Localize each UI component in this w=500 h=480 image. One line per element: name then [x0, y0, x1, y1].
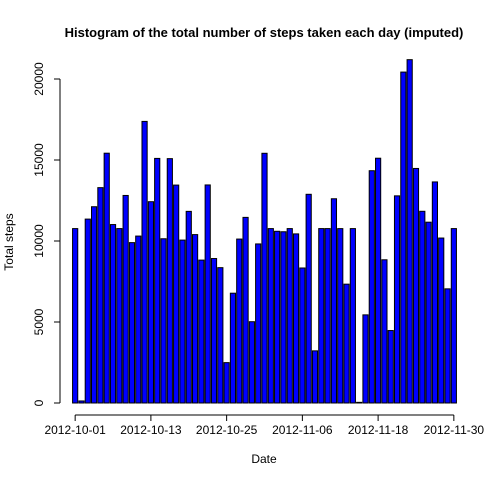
bar [103, 152, 110, 404]
bars-group [72, 59, 457, 404]
bar [242, 216, 249, 404]
bar [217, 267, 224, 404]
y-axis-label: Total steps [2, 213, 16, 270]
x-tick-label: 2012-11-06 [272, 423, 333, 437]
bar [147, 201, 154, 404]
x-tick-label: 2012-10-25 [196, 423, 258, 437]
bar [356, 401, 363, 404]
x-axis-label: Date [251, 452, 277, 466]
bar [185, 210, 192, 404]
bar [255, 243, 262, 404]
bar [425, 221, 432, 404]
bar [128, 242, 136, 404]
bar [84, 218, 91, 404]
y-tick-label: 20000 [32, 62, 46, 96]
y-tick-label: 10000 [32, 224, 46, 258]
bar [318, 228, 325, 404]
bar [179, 239, 186, 404]
bar [198, 259, 205, 404]
bar [72, 228, 79, 404]
bar [160, 238, 167, 404]
bar [406, 59, 413, 404]
bar [431, 181, 439, 404]
bar [122, 194, 129, 404]
bar [375, 157, 382, 404]
bar [267, 228, 274, 404]
bar [387, 330, 394, 404]
bar [337, 228, 344, 404]
bar [400, 71, 407, 404]
bar [381, 259, 388, 404]
bar [349, 228, 356, 404]
bar [438, 237, 445, 404]
bar [305, 193, 312, 404]
bar [223, 362, 230, 404]
x-tick-label: 2012-11-18 [348, 423, 409, 437]
bar [444, 288, 451, 404]
bar [166, 158, 173, 404]
y-tick-label: 15000 [32, 143, 46, 177]
bar [97, 187, 104, 404]
bar [362, 314, 369, 404]
bar [280, 231, 287, 404]
bar [191, 234, 199, 404]
chart-title: Histogram of the total number of steps t… [65, 25, 464, 40]
bar [109, 224, 117, 404]
bar [135, 235, 142, 404]
bar [116, 228, 123, 404]
bar [393, 195, 401, 404]
y-axis: 0 5000 10000 15000 20000 [32, 62, 61, 406]
x-axis: 2012-10-01 2012-10-13 2012-10-25 2012-11-06… [44, 414, 485, 437]
bar [286, 228, 293, 404]
bar [292, 233, 300, 404]
bar [248, 321, 255, 404]
bar [78, 400, 85, 404]
bar [229, 292, 237, 404]
bar [299, 267, 306, 404]
y-tick-label: 5000 [32, 308, 46, 335]
x-tick-label: 2012-10-13 [120, 423, 182, 437]
bar [311, 350, 319, 404]
bar [412, 167, 420, 404]
bar [274, 230, 281, 404]
y-tick-label: 0 [32, 399, 46, 406]
bar [330, 198, 338, 404]
bar [343, 283, 350, 404]
bar [210, 258, 218, 404]
bar [236, 238, 243, 404]
bar [368, 170, 375, 404]
bar [141, 120, 148, 404]
bar [419, 210, 426, 404]
bar [261, 152, 268, 404]
bar [154, 157, 161, 404]
bar [324, 228, 331, 404]
bar [91, 206, 98, 404]
bar [204, 184, 211, 404]
bar [173, 184, 180, 404]
bar [450, 228, 457, 404]
x-tick-label: 2012-10-01 [44, 423, 106, 437]
x-tick-label: 2012-11-30 [424, 423, 485, 437]
